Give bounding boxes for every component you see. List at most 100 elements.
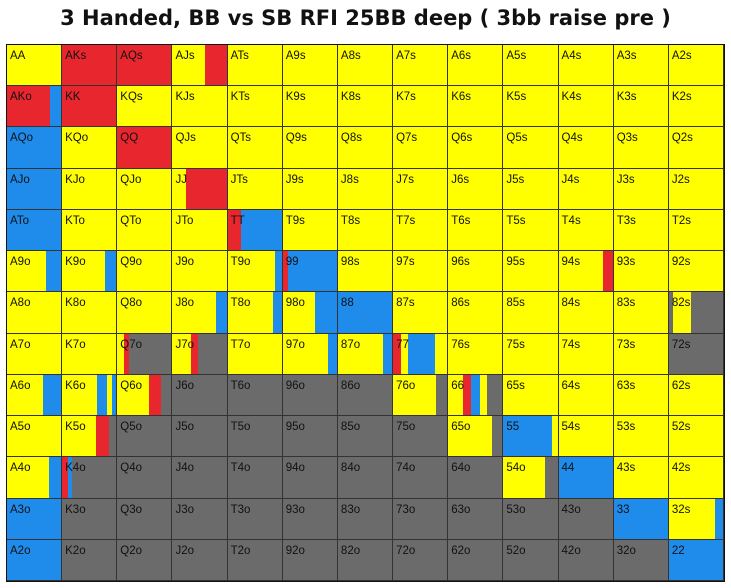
hand-segment-yellow	[282, 333, 329, 374]
hand-cell-T4o: T4o	[227, 457, 283, 499]
hand-cell-32s: 32s	[668, 498, 724, 540]
hand-cell-J2o: J2o	[172, 539, 228, 581]
hand-label: J7s	[396, 173, 414, 186]
hand-cell-K4s: K4s	[558, 86, 614, 128]
hand-segment-yellow	[503, 127, 558, 168]
hand-label: Q7o	[120, 338, 143, 351]
hand-cell-64s: 64s	[558, 374, 614, 417]
hand-label: AJs	[175, 50, 195, 62]
hand-segment-blue	[42, 374, 62, 416]
hand-cell-76o: 76o	[393, 374, 449, 417]
hand-cell-J5o: J5o	[172, 416, 228, 458]
hand-label: Q4o	[120, 462, 143, 475]
hand-segment-yellow	[7, 45, 62, 86]
hand-label: Q6o	[120, 379, 143, 392]
hand-cell-Q8o: Q8o	[117, 292, 173, 334]
hand-cell-74o: 74o	[393, 457, 449, 499]
hand-label: 85s	[506, 297, 525, 310]
hand-label: A5s	[506, 50, 527, 62]
hand-segment-yellow	[558, 168, 613, 209]
hand-segment-yellow	[282, 45, 337, 86]
hand-label: KK	[65, 91, 81, 104]
hand-label: J2o	[175, 544, 194, 557]
hand-segment-blue	[241, 209, 282, 251]
hand-cell-84o: 84o	[337, 457, 394, 499]
hand-segment-yellow	[668, 45, 723, 86]
hand-segment-gray	[690, 292, 723, 333]
hand-segment-gray	[227, 457, 282, 498]
hand-segment-yellow	[172, 127, 227, 168]
hand-label: 86o	[340, 379, 361, 392]
hand-cell-A4o: A4o	[7, 457, 63, 499]
hand-segment-gray	[448, 498, 503, 539]
hand-label: Q6s	[451, 132, 473, 145]
hand-cell-T7s: T7s	[393, 209, 449, 252]
hand-cell-Q9s: Q9s	[282, 127, 338, 169]
hand-cell-A5o: A5o	[7, 416, 63, 458]
hand-segment-blue	[45, 251, 62, 292]
hand-segment-blue	[558, 457, 613, 498]
hand-cell-A4s: A4s	[558, 45, 614, 87]
hand-segment-gray	[62, 498, 117, 539]
hand-cell-J9o: J9o	[172, 251, 228, 293]
hand-label: 43o	[561, 503, 581, 516]
hand-label: 54o	[506, 462, 526, 475]
hand-cell-52s: 52s	[668, 416, 724, 458]
hand-segment-yellow	[282, 86, 337, 127]
hand-segment-red	[393, 333, 401, 374]
hand-cell-85s: 85s	[503, 292, 559, 334]
hand-label: KJo	[65, 173, 85, 186]
hand-label: 99	[285, 256, 299, 269]
hand-label: 63o	[451, 503, 471, 516]
hand-segment-yellow	[668, 86, 723, 127]
hand-segment-gray	[227, 416, 282, 457]
hand-cell-Q4o: Q4o	[117, 457, 173, 499]
hand-segment-blue	[315, 292, 337, 333]
hand-segment-blue	[215, 292, 227, 333]
hand-cell-K6o: K6o	[62, 374, 118, 417]
hand-label: K4o	[65, 462, 86, 475]
hand-segment-yellow	[435, 333, 448, 374]
hand-segment-gray	[282, 416, 337, 457]
hand-segment-gray	[448, 457, 503, 498]
hand-label: A8o	[10, 297, 31, 310]
hand-cell-A8o: A8o	[7, 292, 63, 334]
hand-label: 82o	[340, 544, 361, 557]
hand-segment-blue	[7, 498, 62, 539]
hand-segment-gray	[503, 498, 558, 539]
hand-cell-AKs: AKs	[62, 45, 118, 87]
hand-segment-yellow	[117, 168, 172, 209]
hand-segment-yellow	[613, 168, 668, 209]
hand-cell-32o: 32o	[613, 539, 669, 581]
hand-segment-yellow	[503, 374, 558, 416]
hand-label: 75o	[396, 421, 416, 434]
hand-segment-yellow	[117, 374, 149, 416]
hand-label: T6s	[451, 214, 471, 227]
hand-cell-JTs: JTs	[227, 168, 283, 210]
hand-segment-blue	[49, 457, 62, 498]
hand-segment-yellow	[337, 168, 393, 209]
hand-segment-yellow	[172, 168, 187, 209]
hand-cell-A7o: A7o	[7, 333, 63, 375]
hand-segment-yellow	[227, 251, 276, 292]
hand-segment-yellow	[393, 86, 448, 127]
hand-cell-KJs: KJs	[172, 86, 228, 128]
hand-segment-yellow	[337, 127, 393, 168]
hand-segment-gray	[227, 374, 282, 416]
hand-cell-73s: 73s	[613, 333, 669, 375]
hand-cell-94o: 94o	[282, 457, 338, 499]
hand-segment-yellow	[558, 45, 613, 86]
hand-segment-yellow	[227, 292, 274, 333]
hand-segment-red	[95, 416, 109, 457]
hand-cell-A2o: A2o	[7, 539, 63, 581]
hand-segment-yellow	[62, 209, 117, 251]
hand-label: T8o	[230, 297, 251, 310]
hand-cell-95s: 95s	[503, 251, 559, 293]
hand-label: KJs	[175, 91, 195, 104]
hand-label: KQs	[120, 91, 143, 104]
hand-label: Q8o	[120, 297, 143, 310]
hand-label: 42o	[561, 544, 581, 557]
hand-cell-86s: 86s	[448, 292, 504, 334]
hand-label: K2o	[65, 544, 86, 557]
hand-segment-gray	[337, 498, 393, 539]
